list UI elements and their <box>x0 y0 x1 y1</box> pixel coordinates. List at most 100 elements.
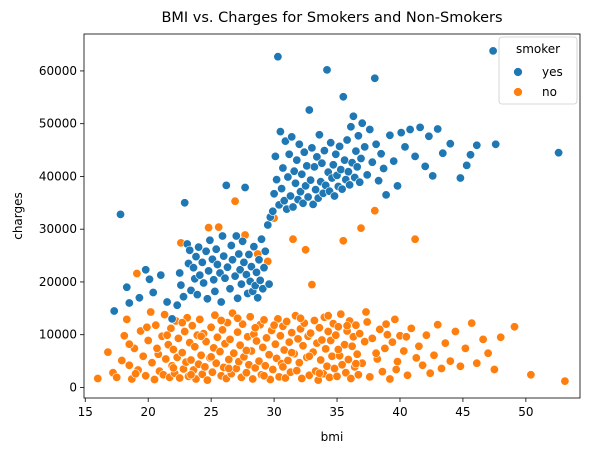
point-yes <box>338 92 348 102</box>
point-yes <box>167 314 177 324</box>
y-tick-label: 10000 <box>39 328 77 342</box>
point-no <box>211 358 221 368</box>
point-yes <box>246 262 256 272</box>
point-no <box>218 325 228 335</box>
point-no <box>264 350 274 360</box>
point-no <box>351 320 361 330</box>
point-yes <box>392 181 402 191</box>
data-points <box>93 46 570 386</box>
point-yes <box>284 149 294 159</box>
point-no <box>196 331 206 341</box>
point-yes <box>326 138 336 148</box>
point-no <box>93 373 103 383</box>
point-no <box>381 319 391 329</box>
point-yes <box>292 155 302 165</box>
point-no <box>332 371 342 381</box>
point-yes <box>268 206 278 216</box>
point-yes <box>202 294 212 304</box>
point-yes <box>311 185 321 195</box>
point-no <box>278 362 288 372</box>
point-yes <box>109 306 119 316</box>
legend-marker-yes <box>513 67 523 77</box>
point-yes <box>554 148 564 158</box>
point-yes <box>231 231 241 241</box>
point-yes <box>156 270 166 280</box>
point-no <box>216 315 226 325</box>
point-yes <box>335 141 345 151</box>
point-no <box>269 320 279 330</box>
point-yes <box>290 178 300 188</box>
point-yes <box>204 266 214 276</box>
point-no <box>351 359 361 369</box>
legend-title: smoker <box>516 42 560 56</box>
point-yes <box>230 271 240 281</box>
point-no <box>472 358 482 368</box>
point-no <box>162 330 172 340</box>
point-no <box>224 363 234 373</box>
point-yes <box>302 161 312 171</box>
point-no <box>489 364 499 374</box>
point-no <box>301 245 311 255</box>
point-yes <box>205 235 215 245</box>
point-no <box>382 330 392 340</box>
point-no <box>287 328 297 338</box>
point-yes <box>319 146 329 156</box>
point-no <box>141 371 151 381</box>
point-yes <box>360 142 370 152</box>
point-yes <box>346 122 356 132</box>
point-no <box>297 373 307 383</box>
point-no <box>195 314 205 324</box>
point-no <box>292 366 302 376</box>
point-no <box>166 323 176 333</box>
point-no <box>356 223 366 233</box>
point-no <box>132 268 142 278</box>
point-no <box>261 333 271 343</box>
point-no <box>306 328 316 338</box>
point-yes <box>180 198 190 208</box>
y-axis-ticks: 0 10000 20000 30000 40000 50000 60000 <box>39 64 84 394</box>
point-yes <box>191 252 201 262</box>
point-no <box>418 360 428 370</box>
point-yes <box>211 244 221 254</box>
point-yes <box>216 297 226 307</box>
point-no <box>230 196 240 206</box>
point-no <box>338 236 348 246</box>
point-no <box>331 330 341 340</box>
point-yes <box>351 146 361 156</box>
point-no <box>160 310 170 320</box>
point-yes <box>192 290 202 300</box>
point-yes <box>362 170 372 180</box>
point-no <box>329 363 339 373</box>
point-no <box>402 370 412 380</box>
point-no <box>254 356 264 366</box>
point-yes <box>141 265 151 275</box>
point-yes <box>254 255 264 265</box>
point-no <box>355 329 365 339</box>
point-yes <box>199 278 209 288</box>
point-no <box>333 322 343 332</box>
point-no <box>258 342 268 352</box>
point-no <box>146 307 156 317</box>
point-no <box>168 363 178 373</box>
point-no <box>225 334 235 344</box>
point-no <box>399 346 409 356</box>
y-axis-label: charges <box>11 192 25 240</box>
point-yes <box>240 183 250 193</box>
point-yes <box>367 157 377 167</box>
point-yes <box>195 270 205 280</box>
point-yes <box>239 257 249 267</box>
point-yes <box>285 191 295 201</box>
point-no <box>280 373 290 383</box>
point-yes <box>162 297 172 307</box>
point-yes <box>400 142 410 152</box>
point-no <box>124 339 134 349</box>
point-no <box>375 324 385 334</box>
point-yes <box>312 152 322 162</box>
point-yes <box>175 268 185 278</box>
y-tick-label: 60000 <box>39 64 77 78</box>
x-tick-label: 45 <box>455 405 470 419</box>
point-yes <box>235 265 245 275</box>
point-no <box>425 368 435 378</box>
point-no <box>341 368 351 378</box>
point-yes <box>223 262 233 272</box>
